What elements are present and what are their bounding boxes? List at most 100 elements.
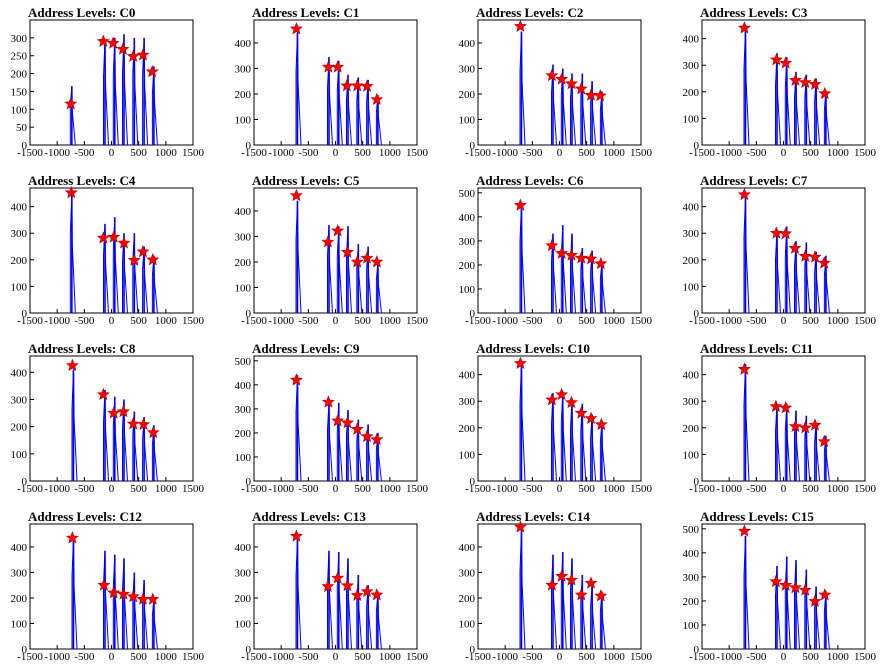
x-tick-label: 1500 [406, 315, 429, 327]
histogram-panel: -1500 -1000 -500 0 500 1000 1500 0 100 200 300 400 A… [0, 504, 224, 672]
peak-marker [564, 76, 578, 90]
peak-marker [798, 75, 812, 89]
x-tick-label: 500 [578, 147, 595, 159]
peak-marker [127, 253, 141, 266]
x-tick-label: 1000 [603, 651, 626, 663]
peak-marker [321, 579, 335, 593]
chart-title: Address Levels: C11 [700, 341, 814, 356]
peak-marker [360, 584, 374, 598]
histogram-panel: -1500 -1000 -500 0 500 1000 1500 0 100 200 300 400 5… [672, 504, 896, 672]
peak-marker [146, 592, 160, 605]
peak-marker [779, 226, 793, 240]
peak-marker [737, 362, 751, 375]
peak-marker [769, 399, 783, 413]
peak-marker [737, 187, 751, 201]
peak-marker [594, 417, 608, 431]
peak-marker [798, 583, 812, 596]
x-tick-label: 1500 [406, 147, 429, 159]
y-tick-label: 100 [235, 452, 252, 464]
x-tick-label: -500 [522, 315, 543, 327]
x-tick-label: -500 [746, 315, 767, 327]
y-tick-label: 300 [459, 63, 476, 75]
peak-marker [564, 248, 578, 261]
x-tick-label: 0 [109, 315, 115, 327]
y-tick-label: 50 [16, 122, 28, 134]
peak-marker [513, 198, 527, 211]
y-tick-label: 400 [459, 542, 476, 554]
y-tick-label: 300 [459, 396, 476, 408]
plot-frame [29, 19, 194, 146]
histogram-panel: -1500 -1000 -500 0 500 1000 1500 0 100 200 300 400 A… [224, 504, 448, 672]
x-tick-label: 500 [354, 315, 371, 327]
y-tick-label: 300 [683, 572, 700, 584]
y-tick-label: 400 [11, 367, 28, 379]
y-tick-label: 0 [246, 308, 252, 320]
plot-frame [701, 355, 866, 482]
x-tick-label: 0 [781, 483, 787, 495]
x-tick-label: -1000 [492, 147, 518, 159]
chart-title: Address Levels: C9 [252, 341, 360, 356]
peak-marker [331, 224, 345, 237]
x-tick-label: 500 [354, 147, 371, 159]
y-tick-label: 300 [11, 394, 28, 406]
y-tick-label: 100 [11, 104, 28, 116]
x-tick-label: 1000 [155, 147, 178, 159]
peak-marker [545, 393, 559, 406]
x-tick-label: 0 [333, 315, 339, 327]
y-tick-label: 400 [235, 380, 252, 392]
x-tick-label: 1500 [854, 315, 877, 327]
peak-marker [289, 373, 303, 386]
x-tick-label: -500 [74, 651, 95, 663]
y-tick-label: 0 [694, 476, 700, 488]
peak-marker [769, 226, 783, 239]
x-tick-label: 1000 [827, 651, 850, 663]
peak-marker [593, 88, 607, 102]
x-tick-label: -1500 [241, 147, 267, 159]
x-tick-label: -1500 [17, 315, 43, 327]
histogram-panel: -1500 -1000 -500 0 500 1000 1500 0 100 200 300 400 A… [448, 504, 672, 672]
histogram-panel: -1500 -1000 -500 0 500 1000 1500 0 100 200 300 400 A… [0, 168, 224, 336]
plot-frame [253, 355, 418, 482]
x-tick-label: 1500 [630, 315, 653, 327]
x-tick-label: -1000 [268, 483, 294, 495]
peak-marker [594, 256, 608, 270]
x-tick-label: -1000 [716, 147, 742, 159]
y-tick-label: 100 [459, 618, 476, 630]
y-tick-label: 200 [235, 428, 252, 440]
y-tick-label: 0 [470, 140, 476, 152]
histogram-panel: -1500 -1000 -500 0 500 1000 1500 0 100 200 300 400 A… [0, 336, 224, 504]
peak-marker [788, 73, 802, 86]
x-tick-label: 1500 [630, 147, 653, 159]
y-tick-label: 300 [235, 404, 252, 416]
x-tick-label: -500 [522, 483, 543, 495]
peak-marker [808, 594, 822, 607]
y-tick-label: 100 [459, 284, 476, 296]
x-tick-label: -1500 [17, 651, 43, 663]
x-tick-label: 0 [109, 147, 115, 159]
histogram-panel: -1500 -1000 -500 0 500 1000 1500 0 100 200 300 400 A… [672, 336, 896, 504]
peak-marker [584, 252, 598, 265]
peak-marker [331, 414, 345, 427]
plot-frame [477, 355, 642, 482]
y-tick-label: 200 [683, 255, 700, 267]
y-tick-label: 100 [683, 113, 700, 125]
y-tick-label: 400 [235, 206, 252, 218]
histogram-panel: -1500 -1000 -500 0 500 1000 1500 0 100 200 300 400 5… [224, 336, 448, 504]
x-tick-label: 500 [130, 651, 147, 663]
x-tick-label: 1500 [854, 483, 877, 495]
y-tick-label: 0 [694, 140, 700, 152]
peak-marker [779, 578, 793, 591]
peak-marker [584, 576, 598, 589]
y-tick-label: 400 [235, 542, 252, 554]
peak-marker [808, 250, 822, 263]
y-tick-label: 250 [11, 51, 28, 63]
chart-title: Address Levels: C6 [476, 173, 584, 188]
y-tick-label: 0 [246, 644, 252, 656]
peak-marker [117, 236, 131, 249]
peak-marker [769, 574, 783, 588]
x-tick-label: 500 [578, 315, 595, 327]
peak-marker [545, 238, 559, 252]
y-tick-label: 0 [470, 476, 476, 488]
x-tick-label: 500 [130, 147, 147, 159]
